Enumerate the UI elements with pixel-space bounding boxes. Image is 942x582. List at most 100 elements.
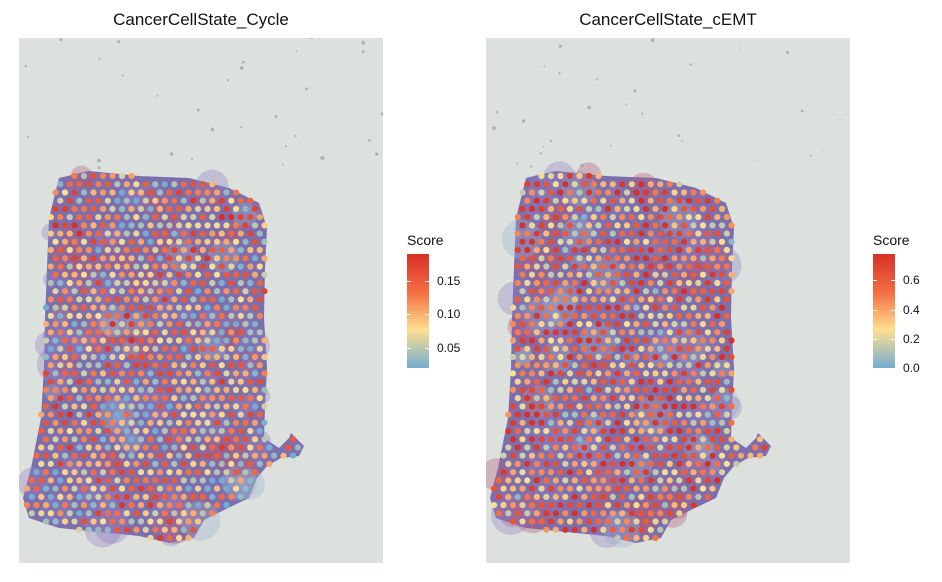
spot: [194, 337, 202, 344]
spot: [137, 452, 145, 459]
spot: [95, 230, 102, 237]
spot: [175, 205, 183, 212]
spot: [147, 271, 154, 278]
spot: [256, 427, 263, 435]
spot: [680, 337, 688, 344]
spot: [85, 493, 92, 500]
spot: [609, 362, 616, 369]
spot: [576, 205, 583, 212]
spot: [128, 255, 135, 262]
spot: [137, 255, 145, 262]
spot: [133, 378, 140, 385]
spot: [543, 345, 550, 352]
spot: [623, 452, 631, 459]
spot: [175, 469, 183, 476]
debris-speck: [809, 154, 812, 157]
spot: [566, 271, 574, 278]
spot: [71, 469, 78, 476]
debris-speck: [542, 145, 545, 148]
spot: [52, 304, 59, 311]
spot: [538, 403, 545, 410]
spot: [80, 452, 88, 459]
spot: [709, 271, 716, 278]
spot: [666, 362, 673, 369]
tissue-texture: [522, 189, 555, 222]
spot: [609, 181, 616, 188]
debris-speck: [191, 158, 193, 161]
spot: [524, 460, 531, 467]
spot: [90, 502, 97, 509]
spot: [704, 329, 711, 336]
spot: [228, 279, 235, 287]
spot: [709, 288, 716, 295]
spot: [728, 370, 735, 377]
spot: [185, 304, 192, 311]
spot: [123, 477, 130, 484]
spot: [642, 502, 650, 509]
spot: [671, 238, 678, 245]
spot: [123, 510, 130, 517]
debris-speck: [595, 78, 598, 81]
spot: [628, 460, 635, 467]
spot: [213, 386, 221, 393]
spot: [652, 370, 659, 377]
spot: [133, 197, 140, 204]
spot: [728, 436, 735, 443]
spot: [95, 395, 102, 402]
spot: [571, 312, 578, 319]
spot: [528, 321, 536, 328]
spot: [185, 337, 192, 344]
spot: [95, 312, 102, 319]
spot: [505, 510, 512, 517]
spot: [685, 230, 692, 237]
spot: [104, 510, 111, 517]
spot: [528, 469, 536, 476]
spot: [666, 263, 673, 270]
spot: [204, 419, 211, 426]
spot: [633, 436, 640, 443]
spot: [571, 395, 578, 402]
spot: [704, 477, 711, 484]
spot: [166, 469, 173, 476]
spot: [576, 189, 583, 196]
spot: [642, 337, 650, 344]
spot: [57, 312, 64, 319]
spot: [118, 288, 126, 295]
spot: [57, 362, 64, 369]
spot: [251, 436, 259, 443]
spot: [528, 337, 536, 344]
spot: [52, 469, 59, 476]
spot: [528, 386, 536, 393]
spot: [109, 502, 116, 509]
spot: [152, 362, 159, 369]
spot: [685, 329, 692, 336]
spot: [247, 296, 254, 303]
spot: [509, 452, 517, 459]
spot: [213, 205, 221, 212]
spot: [185, 436, 192, 443]
debris-speck: [196, 108, 200, 112]
spot: [533, 510, 540, 517]
spot: [38, 477, 45, 484]
spot: [604, 452, 612, 459]
spot: [714, 411, 721, 418]
spot: [57, 460, 64, 467]
spot: [213, 238, 221, 245]
spot: [642, 403, 650, 410]
spot: [704, 312, 711, 319]
spot: [242, 485, 249, 492]
spot: [161, 181, 168, 188]
spot: [699, 222, 707, 229]
spot: [209, 395, 216, 402]
spot: [718, 304, 726, 311]
spot: [104, 181, 111, 188]
spot: [576, 518, 583, 525]
spot: [671, 288, 678, 295]
spot: [175, 419, 183, 426]
spot: [90, 452, 97, 459]
spot: [638, 411, 645, 418]
spot: [666, 296, 673, 303]
spot: [680, 353, 688, 361]
spot: [685, 460, 692, 467]
spot: [585, 419, 593, 426]
